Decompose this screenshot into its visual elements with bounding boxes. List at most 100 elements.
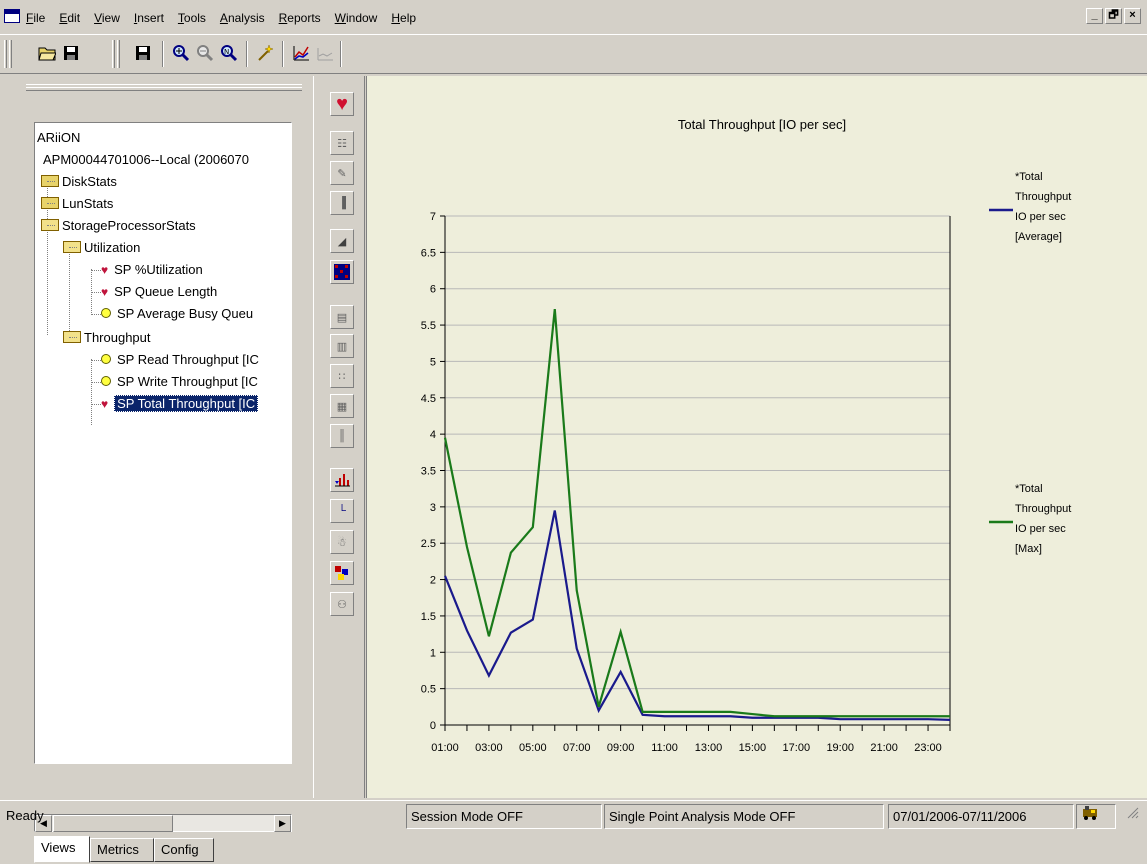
y-tick-label: 0.5 (421, 684, 436, 696)
tree-node-spstats[interactable]: StorageProcessorStats (41, 215, 196, 237)
lun-view-button[interactable]: ▥ (330, 334, 354, 358)
heart-icon: ♥ (101, 263, 109, 277)
x-tick-label: 07:00 (563, 742, 591, 754)
menu-edit[interactable]: Edit (59, 11, 81, 25)
horizontal-scrollbar[interactable]: ◀ ▶ (34, 814, 292, 832)
tab-views[interactable]: Views (34, 836, 90, 863)
tree-node-sp-queue[interactable]: ♥ SP Queue Length (101, 281, 217, 303)
triangle-button[interactable]: ◢ (330, 229, 354, 253)
scatter-button[interactable]: ∷ (330, 364, 354, 388)
zoom-normal-button[interactable]: N (218, 42, 240, 64)
y-tick-label: 4 (430, 429, 436, 441)
app-icon[interactable] (4, 9, 20, 23)
left-pane: ARiiON APM00044701006--Local (2006070 Di… (0, 76, 312, 863)
disk-view-button[interactable]: ▤ (330, 305, 354, 329)
toolbar-grip[interactable] (9, 40, 12, 68)
y-tick-label: 1 (430, 647, 436, 659)
pen-button[interactable]: ✎ (330, 161, 354, 185)
triangle-icon: ◢ (337, 235, 347, 248)
heatmap-button[interactable] (330, 260, 354, 284)
tree-node-label: SP Read Throughput [IC (117, 352, 259, 367)
tree-node-sp-busy-queue[interactable]: SP Average Busy Queu (101, 303, 253, 325)
color-map-icon (335, 566, 348, 580)
tree-line (91, 269, 92, 313)
status-bar: Ready Session Mode OFF Single Point Anal… (0, 800, 1147, 831)
toolbar-grip[interactable] (4, 40, 7, 68)
columns-button[interactable]: ║ (330, 424, 354, 448)
tab-metrics[interactable]: Metrics (90, 838, 154, 862)
tree-line (91, 360, 101, 361)
legend-label: Throughput (1015, 503, 1071, 515)
tree-node-sp-utilization[interactable]: ♥ SP %Utilization (101, 259, 203, 281)
tree-line (47, 181, 48, 335)
metrics-tree[interactable]: ARiiON APM00044701006--Local (2006070 Di… (34, 122, 292, 764)
heart-icon: ♥ (101, 285, 109, 299)
close-button[interactable]: × (1124, 8, 1141, 24)
tab-config[interactable]: Config (154, 838, 214, 862)
tree-node-label: Utilization (84, 240, 141, 255)
menu-reports[interactable]: Reports (278, 11, 321, 25)
save-button[interactable] (60, 42, 82, 64)
tree-node-label: SP %Utilization (114, 262, 203, 277)
restore-button[interactable]: 🗗 (1105, 8, 1122, 24)
x-tick-label: 15:00 (739, 742, 767, 754)
minimize-button[interactable]: _ (1086, 8, 1103, 24)
tree-node-sp-write[interactable]: SP Write Throughput [IC (101, 371, 258, 393)
tree-line (69, 337, 77, 338)
toolbar-grip[interactable] (112, 40, 115, 68)
tree-node-lunstats[interactable]: LunStats (41, 193, 113, 215)
toolbar-grip[interactable] (117, 40, 120, 68)
hierarchy-button[interactable]: └ (330, 499, 354, 523)
binoculars-icon: ⚇ (337, 598, 347, 611)
heart-button[interactable]: ♥ (330, 92, 354, 116)
menu-bar: File Edit View Insert Tools Analysis Reports Wi… (0, 0, 1147, 34)
menu-window[interactable]: Window (334, 11, 378, 25)
export-chart-button[interactable] (330, 468, 354, 492)
tree-line (47, 225, 55, 226)
menu-file[interactable]: File (26, 11, 46, 25)
tree-node-sp-read[interactable]: SP Read Throughput [IC (101, 349, 259, 371)
tree-node-sp-total[interactable]: ♥ SP Total Throughput [IC (101, 393, 259, 415)
line-chart-button[interactable] (290, 42, 312, 64)
menu-help[interactable]: Help (391, 11, 417, 25)
magic-wand-button[interactable] (254, 42, 276, 64)
bar-graph-button[interactable]: ▐ (330, 191, 354, 215)
disabled-chart-button[interactable] (314, 42, 336, 64)
zoom-in-button[interactable] (170, 42, 192, 64)
series-line-1 (443, 308, 950, 718)
tree-node-label: APM00044701006--Local (2006070 (43, 152, 249, 167)
columns-icon: ║ (338, 430, 346, 442)
resize-grip[interactable] (1120, 804, 1144, 829)
tree-layout-button[interactable]: ☷ (330, 131, 354, 155)
color-map-button[interactable] (330, 561, 354, 585)
tree-node-root[interactable]: ARiiON (37, 127, 80, 149)
chart-axes: 0 0.5 1 1.5 2 2.5 3 3.5 4 4.5 5 5.5 6 6.5 7 01:00 03:00 0… (421, 211, 951, 754)
binoculars-button[interactable]: ⚇ (330, 592, 354, 616)
x-tick-label: 13:00 (695, 742, 723, 754)
tree-node-label: Throughput (84, 330, 151, 345)
throughput-chart[interactable]: Total Throughput [IO per sec] 0 0.5 1 1.5 2 2… (367, 76, 1147, 798)
zoom-normal-icon: N (221, 45, 238, 62)
tree-node-storage[interactable]: APM00044701006--Local (2006070 (43, 149, 249, 171)
menu-view[interactable]: View (94, 11, 120, 25)
line-chart-icon (293, 46, 309, 61)
tree-line (69, 247, 70, 335)
menu-insert[interactable]: Insert (133, 11, 164, 25)
open-folder-button[interactable] (36, 42, 58, 64)
tree-node-diskstats[interactable]: DiskStats (41, 171, 117, 193)
tree-node-utilization[interactable]: Utilization (63, 237, 140, 259)
tree-node-throughput[interactable]: Throughput (63, 327, 151, 349)
network-button[interactable]: ☃ (330, 530, 354, 554)
y-tick-label: 3 (430, 502, 436, 514)
save-icon (64, 46, 78, 60)
y-tick-label: 2 (430, 575, 436, 587)
right-arrow-icon: ▶ (279, 818, 286, 828)
legend-label: IO per sec (1015, 523, 1066, 535)
menu-analysis[interactable]: Analysis (219, 11, 265, 25)
zoom-out-button[interactable] (194, 42, 216, 64)
sp-view-button[interactable]: ▦ (330, 394, 354, 418)
pane-grip[interactable] (26, 84, 302, 91)
save-view-button[interactable] (132, 42, 154, 64)
menu-tools[interactable]: Tools (177, 11, 206, 25)
y-tick-label: 4.5 (421, 393, 436, 405)
